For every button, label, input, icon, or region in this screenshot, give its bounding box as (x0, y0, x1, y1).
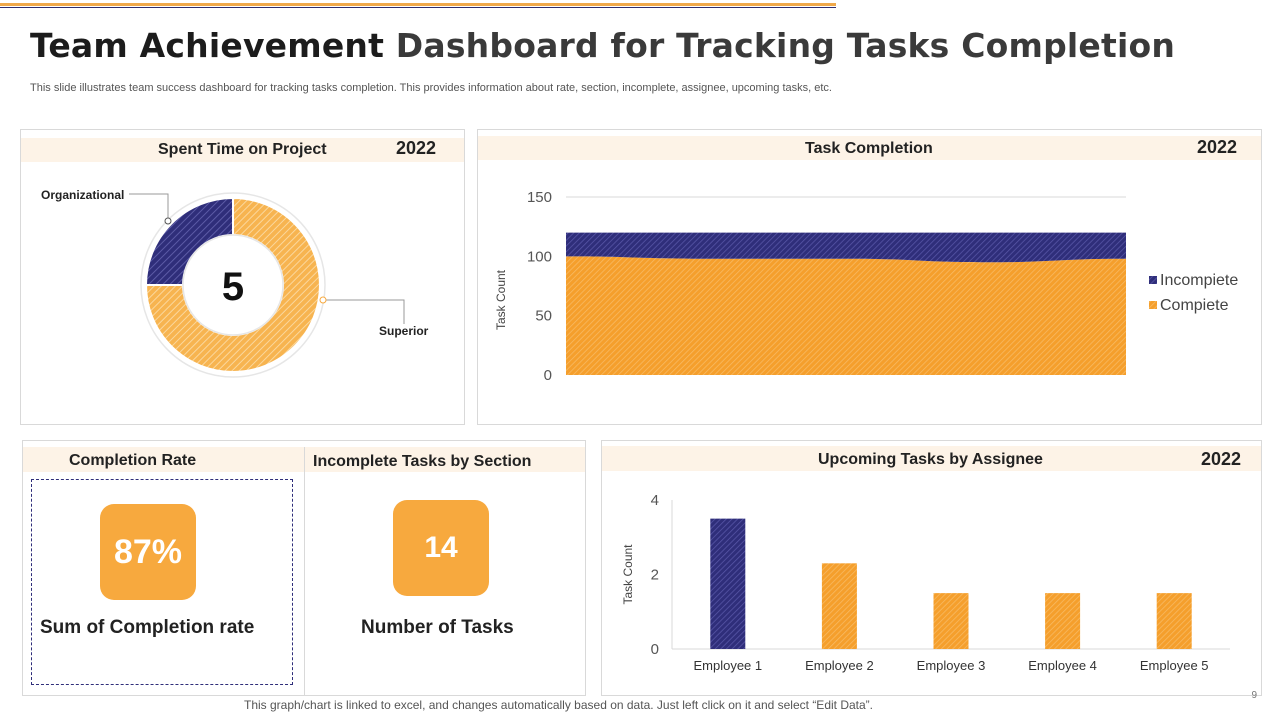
spent-time-header-band (21, 138, 464, 162)
page-subtitle: This slide illustrates team success dash… (30, 82, 832, 94)
top-accent-line-dark (0, 7, 836, 8)
top-accent-line (0, 3, 836, 6)
task-completion-ylabel: Task Count (494, 269, 508, 330)
legend-swatch-incompiete (1149, 276, 1157, 284)
upcoming-panel: Upcoming Tasks by Assignee 2022 Employee… (601, 440, 1262, 696)
bar-xtick-employee-4: Employee 4 (1028, 658, 1097, 673)
donut-outer-ring (140, 192, 326, 378)
task-completion-title: Task Completion (805, 140, 933, 157)
organizational-marker (164, 217, 172, 225)
incomplete-section-title: Incomplete Tasks by Section (313, 453, 532, 470)
completion-rate-caption: Sum of Completion rate (40, 617, 255, 638)
upcoming-bar-chart[interactable]: Employee 1 Employee 2 Employee 3 Employee 4… (602, 473, 1261, 695)
completion-rate-title: Completion Rate (69, 452, 197, 469)
area-ytick-0: 0 (544, 367, 552, 384)
upcoming-header-band (602, 446, 1261, 471)
bar-ytick-2: 2 (651, 567, 659, 584)
legend-swatch-compiete (1149, 301, 1157, 309)
task-completion-header-band (478, 136, 1261, 160)
bar-employee-4[interactable] (1045, 593, 1081, 649)
incomplete-count-badge: 14 (393, 500, 489, 596)
label-organizational: Organizational (41, 188, 124, 202)
spent-time-year: 2022 (396, 138, 437, 158)
bar-xtick-employee-2: Employee 2 (805, 658, 874, 673)
panel-divider (304, 447, 305, 695)
organizational-leader-line (129, 193, 169, 220)
bar-employee-5[interactable] (1156, 593, 1192, 649)
footer-note: This graph/chart is linked to excel, and… (244, 698, 873, 712)
task-completion-area-chart[interactable]: 0 50 100 150 Task Count Incompiete Compiete (478, 164, 1261, 424)
area-ytick-150: 150 (527, 189, 552, 206)
incomplete-count-caption: Number of Tasks (361, 617, 514, 638)
page-number: 9 (1251, 690, 1257, 701)
spent-time-panel: Spent Time on Project 2022 5 Organizatio… (20, 129, 465, 425)
bar-employee-3[interactable] (933, 593, 969, 649)
bar-ytick-4: 4 (651, 492, 659, 509)
legend-label-incompiete: Incompiete (1160, 272, 1238, 289)
area-ytick-50: 50 (535, 308, 552, 325)
page-title: Team Achievement Dashboard for Tracking … (30, 26, 1175, 65)
title-part1: Team Achievement (30, 26, 385, 65)
completion-rate-box (31, 479, 293, 685)
bar-employee-2[interactable] (821, 563, 857, 649)
completion-rate-badge: 87% (100, 504, 196, 600)
bar-xtick-employee-3: Employee 3 (917, 658, 986, 673)
spent-time-donut-chart[interactable]: 5 Organizational Superior (21, 164, 464, 424)
bar-xtick-employee-1: Employee 1 (693, 658, 762, 673)
donut-center-value: 5 (222, 265, 244, 309)
bar-ytick-0: 0 (651, 641, 659, 658)
area-ytick-100: 100 (527, 248, 552, 265)
spent-time-title: Spent Time on Project (158, 141, 327, 158)
bar-xtick-employee-5: Employee 5 (1140, 658, 1209, 673)
donut-hole (182, 234, 284, 336)
bar-employee-1[interactable] (710, 518, 746, 649)
upcoming-title: Upcoming Tasks by Assignee (818, 451, 1043, 468)
task-completion-year: 2022 (1197, 137, 1238, 157)
superior-marker (319, 296, 327, 304)
area-series-incomplete[interactable] (566, 232, 1126, 263)
completion-panel: Completion Rate Incomplete Tasks by Sect… (22, 440, 586, 696)
area-series-complete[interactable] (566, 256, 1126, 375)
upcoming-year: 2022 (1201, 449, 1242, 469)
title-part2: Dashboard for Tracking Tasks Completion (395, 26, 1176, 65)
legend-label-compiete: Compiete (1160, 297, 1229, 314)
upcoming-ylabel: Task Count (621, 544, 635, 605)
label-superior: Superior (379, 324, 429, 338)
superior-leader-line (324, 299, 405, 324)
task-completion-panel: Task Completion 2022 0 50 100 150 Task Coun… (477, 129, 1262, 425)
